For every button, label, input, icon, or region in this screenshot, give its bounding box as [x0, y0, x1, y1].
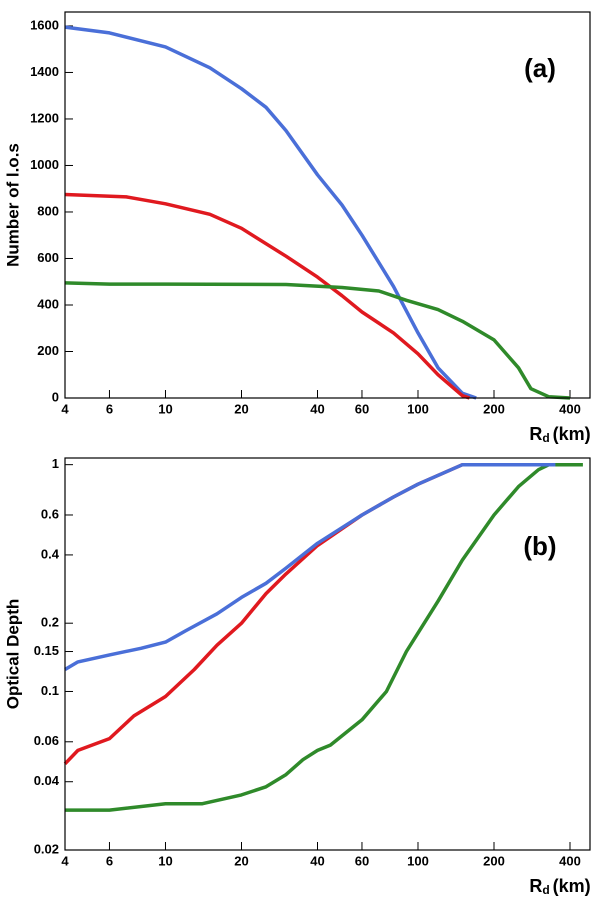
y-tick-label: 1000 — [30, 157, 59, 172]
x-axis-label: Rd (km) — [529, 876, 590, 897]
plot-frame — [64, 457, 591, 851]
y-tick-label: 600 — [37, 250, 59, 265]
y-axis-label: Optical Depth — [3, 599, 22, 710]
x-tick-label: 6 — [106, 853, 113, 868]
series-line — [64, 25, 477, 400]
x-tick-label: 6 — [106, 401, 113, 416]
panel-annotation: (b) — [523, 531, 556, 561]
y-tick-label: 800 — [37, 203, 59, 218]
series-line — [64, 281, 571, 400]
x-label-sub: d — [542, 883, 549, 897]
panel-annotation: (a) — [524, 53, 556, 83]
x-tick-label: 20 — [234, 853, 248, 868]
y-tick-label: 200 — [37, 343, 59, 358]
y-tick-label: 1 — [52, 456, 59, 471]
x-tick-label: 200 — [483, 401, 505, 416]
x-tick-label: 200 — [483, 853, 505, 868]
y-tick-label: 1400 — [30, 64, 59, 79]
series-line — [64, 462, 556, 672]
y-tick-label: 0.06 — [34, 733, 59, 748]
series-line — [65, 462, 583, 812]
y-tick-label: 0.02 — [34, 841, 59, 856]
y-tick-label: 400 — [37, 296, 59, 311]
x-tick-label: 4 — [61, 853, 69, 868]
x-label-unit: (km) — [553, 424, 591, 444]
y-tick-label: 0.15 — [34, 643, 59, 658]
y-tick-label: 0.4 — [41, 546, 60, 561]
plot-frame — [64, 11, 591, 399]
x-tick-label: 20 — [234, 401, 248, 416]
y-tick-label: 1600 — [30, 17, 59, 32]
series-line — [63, 462, 470, 766]
x-axis-label: Rd (km) — [529, 424, 590, 445]
x-tick-label: 400 — [559, 401, 581, 416]
x-label-unit: (km) — [553, 876, 591, 896]
x-label-main: R — [529, 424, 542, 444]
x-tick-label: 4 — [61, 401, 69, 416]
y-tick-label: 0.6 — [41, 506, 59, 521]
x-tick-label: 10 — [158, 853, 172, 868]
x-label-main: R — [529, 876, 542, 896]
x-tick-label: 60 — [355, 853, 369, 868]
x-label-sub: d — [542, 431, 549, 445]
y-tick-label: 0.1 — [41, 683, 59, 698]
y-tick-label: 0.04 — [34, 773, 60, 788]
y-tick-label: 0.2 — [41, 615, 59, 630]
y-axis-label: Number of l.o.s — [3, 143, 22, 267]
x-tick-label: 60 — [355, 401, 369, 416]
x-tick-label: 100 — [407, 401, 429, 416]
x-tick-label: 40 — [310, 401, 324, 416]
x-tick-label: 100 — [407, 853, 429, 868]
y-tick-label: 0 — [52, 389, 59, 404]
y-tick-label: 1200 — [30, 110, 59, 125]
series-line — [64, 192, 471, 400]
x-tick-label: 10 — [158, 401, 172, 416]
x-tick-label: 40 — [310, 853, 324, 868]
x-tick-label: 400 — [559, 853, 581, 868]
